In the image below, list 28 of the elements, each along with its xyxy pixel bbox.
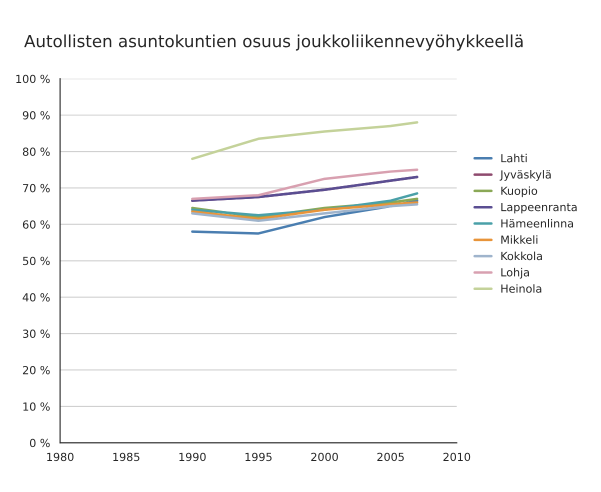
y-tick-label: 40 % (22, 293, 50, 302)
legend-label: Lahti (501, 154, 527, 162)
x-tick-label: 2005 (377, 452, 404, 462)
y-tick-label: 70 % (23, 184, 50, 192)
x-tick-label: 1990 (179, 452, 206, 462)
x-tick-label: 1995 (246, 452, 272, 462)
y-tick-label: 30 % (23, 330, 50, 338)
y-tick-label: 80 % (22, 148, 50, 156)
legend-label: Heinola (501, 284, 542, 293)
x-tick-label: 1980 (47, 452, 74, 462)
y-tick-label: 50 % (23, 256, 50, 266)
y-tick-label: 20 % (22, 366, 50, 374)
y-tick-label: 100 % (16, 74, 50, 84)
x-tick-label: 2000 (311, 452, 338, 462)
legend-label: Jyväskylä (500, 170, 551, 181)
legend-label: Hämeenlinna (501, 218, 574, 228)
legend-label: Lohja (501, 268, 529, 279)
y-tick-label: 10 % (23, 402, 50, 411)
legend-label: Lappeenranta (501, 203, 577, 214)
chart-title: Autollisten asuntokuntien osuus joukkoliikennevyöhykkeellä (24, 34, 523, 51)
y-tick-label: 90 % (22, 111, 50, 120)
x-tick-label: 1985 (113, 452, 140, 462)
x-tick-label: 2010 (443, 452, 470, 462)
legend-label: Kokkola (501, 252, 542, 260)
y-tick-label: 60 % (22, 220, 50, 229)
legend-label: Mikkeli (501, 235, 538, 244)
y-tick-label: 0 % (30, 438, 50, 448)
legend-label: Kuopio (501, 186, 538, 198)
